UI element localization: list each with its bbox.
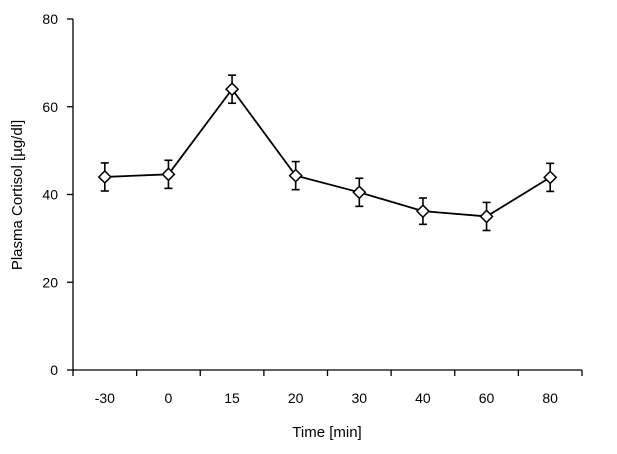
x-tick-label: 0 xyxy=(165,390,173,406)
data-point xyxy=(225,82,240,97)
y-axis: 0 20 40 60 80 xyxy=(42,11,74,378)
y-axis-title: Plasma Cortisol [µg/dl] xyxy=(9,120,26,270)
y-tick-label: 20 xyxy=(42,274,58,290)
x-ticks: -30 0 15 20 30 40 60 80 xyxy=(72,370,583,406)
x-tick-label: 40 xyxy=(415,390,431,406)
x-axis: -30 0 15 20 30 40 60 80 xyxy=(72,369,583,406)
x-tick-label: 30 xyxy=(352,390,368,406)
data-point xyxy=(97,169,112,185)
y-tick-label: 40 xyxy=(42,187,58,203)
x-axis-title: Time [min] xyxy=(292,424,361,441)
data-point xyxy=(352,185,367,200)
data-point xyxy=(415,204,430,219)
y-ticks: 0 20 40 60 80 xyxy=(42,11,73,378)
x-tick-label: 80 xyxy=(542,390,558,406)
y-tick-label: 80 xyxy=(42,11,58,27)
data-point xyxy=(288,168,303,183)
data-point xyxy=(161,167,176,182)
y-tick-label: 0 xyxy=(50,362,58,378)
x-tick-label: 20 xyxy=(288,390,304,406)
x-tick-label: 60 xyxy=(479,390,495,406)
series-line xyxy=(104,87,551,218)
series-cortisol xyxy=(97,74,558,232)
x-tick-label: -30 xyxy=(95,390,115,406)
data-point xyxy=(479,209,494,224)
data-point xyxy=(543,170,558,185)
x-tick-label: 15 xyxy=(224,390,240,406)
y-tick-label: 60 xyxy=(42,99,58,115)
